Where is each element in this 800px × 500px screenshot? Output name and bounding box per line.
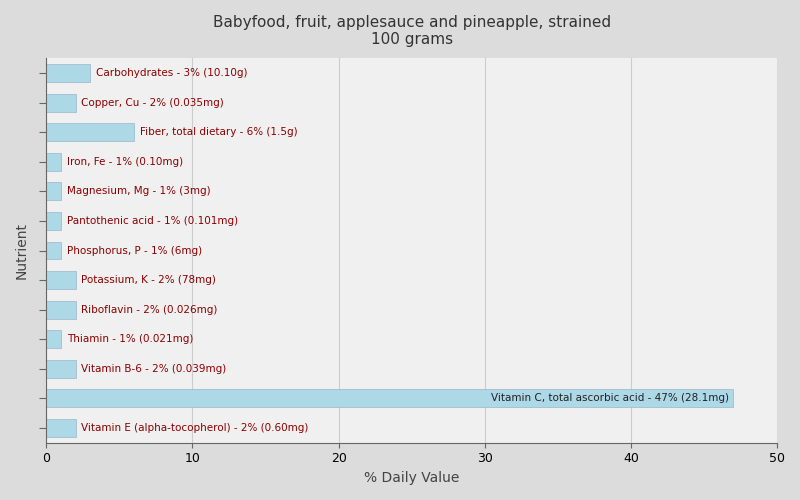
Text: Vitamin B-6 - 2% (0.039mg): Vitamin B-6 - 2% (0.039mg) bbox=[82, 364, 226, 374]
Text: Vitamin E (alpha-tocopherol) - 2% (0.60mg): Vitamin E (alpha-tocopherol) - 2% (0.60m… bbox=[82, 423, 309, 433]
Y-axis label: Nutrient: Nutrient bbox=[15, 222, 29, 279]
Bar bbox=[46, 182, 61, 200]
Text: Riboflavin - 2% (0.026mg): Riboflavin - 2% (0.026mg) bbox=[82, 304, 218, 314]
Text: Pantothenic acid - 1% (0.101mg): Pantothenic acid - 1% (0.101mg) bbox=[67, 216, 238, 226]
Bar bbox=[46, 419, 75, 437]
Text: Iron, Fe - 1% (0.10mg): Iron, Fe - 1% (0.10mg) bbox=[67, 157, 183, 167]
Text: Thiamin - 1% (0.021mg): Thiamin - 1% (0.021mg) bbox=[67, 334, 193, 344]
Text: Copper, Cu - 2% (0.035mg): Copper, Cu - 2% (0.035mg) bbox=[82, 98, 224, 108]
Bar bbox=[46, 242, 61, 260]
Bar bbox=[46, 94, 75, 112]
Bar bbox=[46, 212, 61, 230]
Text: Magnesium, Mg - 1% (3mg): Magnesium, Mg - 1% (3mg) bbox=[67, 186, 210, 196]
Bar bbox=[46, 301, 75, 318]
Bar bbox=[46, 390, 733, 407]
Bar bbox=[46, 330, 61, 348]
Text: Potassium, K - 2% (78mg): Potassium, K - 2% (78mg) bbox=[82, 275, 216, 285]
Bar bbox=[46, 153, 61, 170]
Title: Babyfood, fruit, applesauce and pineapple, strained
100 grams: Babyfood, fruit, applesauce and pineappl… bbox=[213, 15, 610, 48]
Text: Fiber, total dietary - 6% (1.5g): Fiber, total dietary - 6% (1.5g) bbox=[140, 127, 298, 137]
Bar bbox=[46, 271, 75, 289]
Bar bbox=[46, 360, 75, 378]
Bar bbox=[46, 124, 134, 141]
Text: Phosphorus, P - 1% (6mg): Phosphorus, P - 1% (6mg) bbox=[67, 246, 202, 256]
Bar bbox=[46, 64, 90, 82]
Text: Carbohydrates - 3% (10.10g): Carbohydrates - 3% (10.10g) bbox=[96, 68, 247, 78]
Text: Vitamin C, total ascorbic acid - 47% (28.1mg): Vitamin C, total ascorbic acid - 47% (28… bbox=[490, 394, 729, 404]
X-axis label: % Daily Value: % Daily Value bbox=[364, 471, 459, 485]
